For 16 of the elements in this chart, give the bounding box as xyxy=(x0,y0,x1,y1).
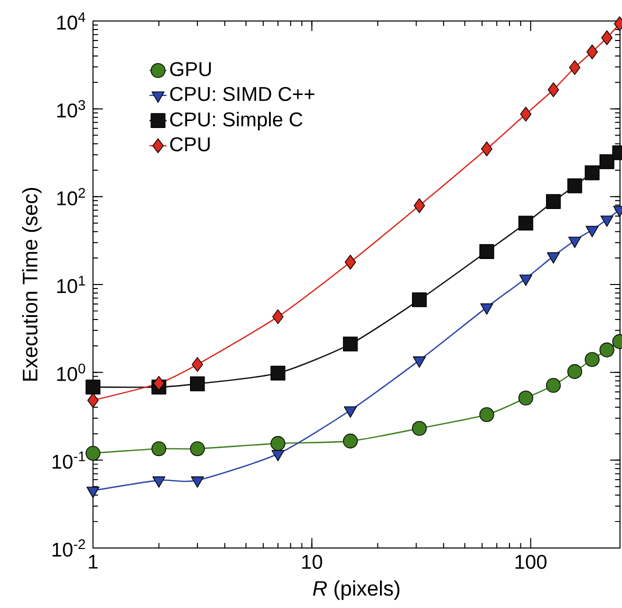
legend-label: CPU: SIMD C++ xyxy=(170,86,314,102)
y-tick-label: 10$^{4}$ xyxy=(57,12,86,30)
y-tick-label: 10$^{1}$ xyxy=(57,276,85,294)
legend-label: GPU xyxy=(170,62,211,76)
legend-label: CPU: Simple C xyxy=(170,112,302,130)
y-tick-label: 10$^{2}$ xyxy=(57,188,85,206)
y-tick-label: 10$^{0}$ xyxy=(57,364,86,382)
x-tick-label: 10 xyxy=(302,554,322,569)
y-axis-title: Execution Time (sec) xyxy=(22,188,42,381)
x-axis-title: R (pixels) xyxy=(312,580,400,600)
x-tick-label: 100 xyxy=(516,554,547,569)
x-tick-label: 1 xyxy=(88,554,98,569)
y-tick-label: 10$^{-1}$ xyxy=(52,452,85,469)
y-tick-label: 10$^{-2}$ xyxy=(52,539,85,557)
y-tick-label: 10$^{3}$ xyxy=(57,100,86,118)
legend-label: CPU xyxy=(170,137,210,152)
